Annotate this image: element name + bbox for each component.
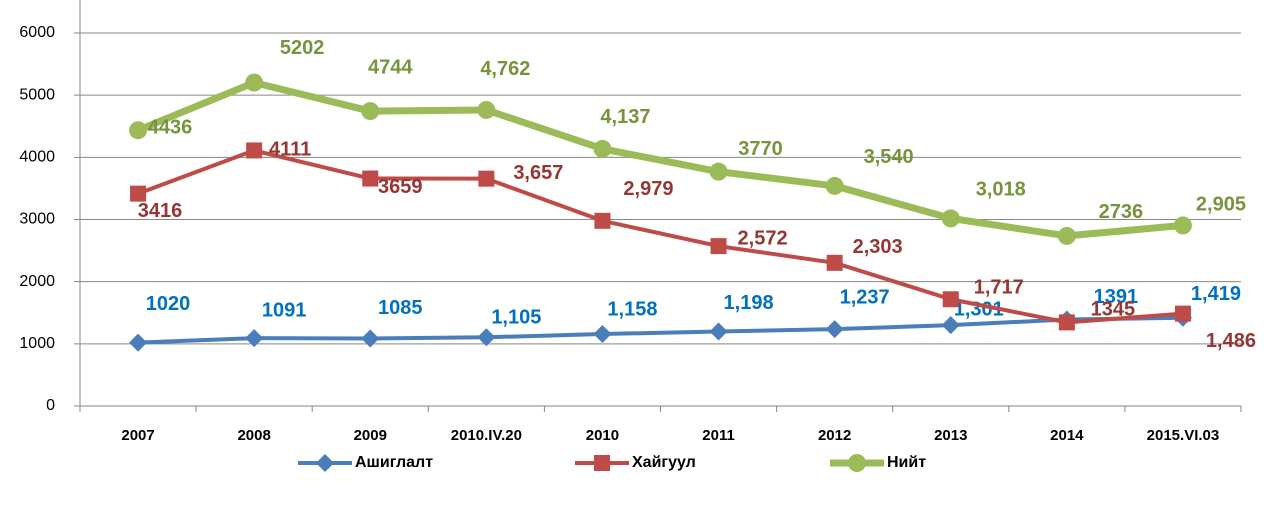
data-label: 4111 <box>269 139 311 161</box>
x-tick-label: 2011 <box>702 427 735 444</box>
data-point <box>362 170 379 187</box>
legend-label: Ашиглалт <box>355 454 433 471</box>
data-point <box>1173 216 1192 235</box>
data-label: 2,303 <box>853 236 903 258</box>
data-point <box>941 209 960 228</box>
data-point <box>361 102 380 121</box>
data-point <box>129 333 148 352</box>
data-point <box>709 322 728 341</box>
y-tick-label: 2000 <box>19 273 55 290</box>
data-point <box>245 73 264 92</box>
data-label: 4,137 <box>600 106 650 128</box>
data-label: 1,486 <box>1206 330 1256 352</box>
data-label: 1020 <box>146 293 191 315</box>
data-point <box>361 329 380 348</box>
data-label: 3,657 <box>513 162 563 184</box>
data-point <box>130 185 147 202</box>
data-point <box>593 139 612 158</box>
data-label: 2,905 <box>1196 194 1246 216</box>
data-point <box>477 328 496 347</box>
data-point <box>826 254 843 271</box>
data-label: 1,158 <box>607 298 657 320</box>
data-label: 4744 <box>368 56 413 78</box>
y-tick-label: 0 <box>46 397 55 414</box>
data-label: 3,540 <box>864 146 914 168</box>
data-label: 1091 <box>262 299 307 321</box>
y-tick-label: 3000 <box>19 211 55 228</box>
y-tick-label: 5000 <box>19 86 55 103</box>
data-label: 1345 <box>1091 299 1136 321</box>
y-tick-label: 1000 <box>19 335 55 352</box>
data-label: 1,237 <box>840 286 890 308</box>
data-point <box>1057 226 1076 245</box>
x-tick-label: 2015.VI.03 <box>1147 427 1220 444</box>
data-label: 1,198 <box>724 292 774 314</box>
data-point <box>593 325 612 344</box>
data-point <box>825 176 844 195</box>
data-point <box>246 142 263 159</box>
data-point <box>1174 305 1191 322</box>
data-label: 1085 <box>378 297 423 319</box>
data-point <box>594 212 611 229</box>
legend-label: Нийт <box>887 454 926 471</box>
legend-marker <box>594 455 610 471</box>
legend-marker <box>316 454 334 472</box>
data-point <box>825 320 844 339</box>
data-label: 3659 <box>378 176 423 198</box>
x-tick-label: 2014 <box>1050 427 1084 444</box>
y-tick-label: 4000 <box>19 149 55 166</box>
data-label: 1391 <box>1094 286 1139 308</box>
data-point <box>478 170 495 187</box>
legend-marker <box>848 454 866 472</box>
data-label: 1,105 <box>491 307 541 329</box>
data-label: 1,419 <box>1191 283 1241 305</box>
series-line <box>137 315 1183 345</box>
x-tick-label: 2008 <box>237 427 270 444</box>
data-point <box>477 100 496 119</box>
data-label: 3416 <box>138 200 183 222</box>
data-label: 3770 <box>738 138 783 160</box>
data-label: 2736 <box>1099 201 1144 223</box>
data-point <box>709 162 728 181</box>
data-point <box>1058 314 1075 331</box>
x-tick-label: 2013 <box>934 427 967 444</box>
x-tick-label: 2012 <box>818 427 851 444</box>
data-label: 1,717 <box>974 277 1024 299</box>
series-line <box>137 148 1184 325</box>
data-label: 5202 <box>280 37 325 59</box>
data-label: 2,979 <box>623 178 673 200</box>
x-tick-label: 2010.IV.20 <box>451 427 522 444</box>
data-point <box>941 316 960 335</box>
data-label: 4,762 <box>480 58 530 80</box>
y-tick-label: 6000 <box>19 24 55 41</box>
series-line <box>136 79 1184 240</box>
data-point <box>942 291 959 308</box>
data-label: 4436 <box>148 117 193 139</box>
data-label: 3,018 <box>976 179 1026 201</box>
legend-label: Хайгуул <box>632 454 696 471</box>
x-tick-label: 2009 <box>354 427 387 444</box>
data-point <box>129 121 148 140</box>
x-tick-label: 2007 <box>121 427 154 444</box>
data-point <box>710 238 727 255</box>
data-label: 2,572 <box>738 227 788 249</box>
x-tick-label: 2010 <box>586 427 619 444</box>
data-point <box>245 329 264 348</box>
